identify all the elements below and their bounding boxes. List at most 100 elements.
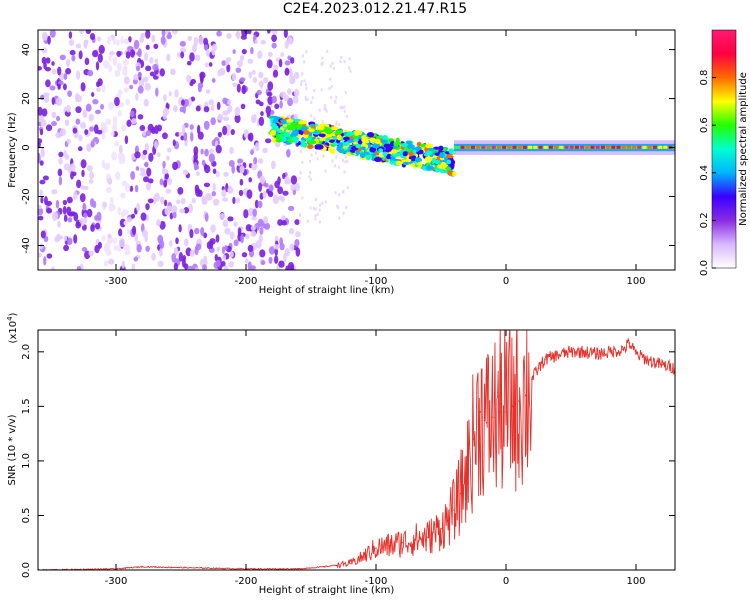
heatmap-cell <box>145 30 151 39</box>
heatmap-cell <box>117 207 121 216</box>
heatmap-cell <box>143 98 149 107</box>
heatmap-cell <box>263 77 269 84</box>
heatmap-cell <box>250 230 257 237</box>
heatmap-cell <box>481 145 486 149</box>
heatmap-cell <box>120 192 126 199</box>
heatmap-cell <box>234 114 241 124</box>
heatmap-cell <box>476 145 481 149</box>
heatmap-cell <box>212 182 216 192</box>
heatmap-cell <box>40 196 44 204</box>
heatmap-cell <box>65 58 71 67</box>
snr-data-point <box>297 568 299 570</box>
heatmap-cell <box>186 74 192 83</box>
heatmap-cell <box>85 103 92 112</box>
heatmap-cell <box>332 66 335 70</box>
heatmap-cell <box>227 186 234 194</box>
heatmap-cell <box>154 58 159 64</box>
heatmap-cell <box>262 190 267 199</box>
heatmap-cell <box>389 161 397 165</box>
heatmap-cell <box>342 211 345 215</box>
heatmap-cell <box>51 68 57 75</box>
heatmap-cell <box>195 105 201 112</box>
heatmap-cell <box>83 185 89 191</box>
heatmap-cell <box>62 205 67 215</box>
heatmap-cell <box>321 62 324 66</box>
snr-data-point <box>349 562 351 565</box>
heatmap-cell <box>180 197 186 205</box>
heatmap-cell <box>600 145 605 149</box>
heatmap-cell <box>257 50 263 59</box>
heatmap-cell <box>51 97 55 105</box>
heatmap-cell <box>139 125 146 132</box>
heatmap-cell <box>293 88 300 98</box>
heatmap-cell <box>287 205 295 212</box>
heatmap-cell <box>303 60 306 64</box>
heatmap-cell <box>378 154 384 158</box>
heatmap-cell <box>204 148 209 157</box>
snr-data-point <box>609 351 611 353</box>
heatmap-cell <box>301 160 304 164</box>
heatmap-cell <box>222 125 228 136</box>
heatmap-cell <box>294 183 301 192</box>
heatmap-cell <box>658 145 663 149</box>
heatmap-cell <box>210 117 216 126</box>
colorbar-tick-label: 0.6 <box>699 117 710 133</box>
heatmap-cell <box>40 119 47 127</box>
x-tick-label: -300 <box>105 276 128 287</box>
heatmap-cell <box>329 64 332 68</box>
heatmap-cell <box>67 217 73 223</box>
heatmap-cell <box>145 44 150 50</box>
heatmap-cell <box>88 113 94 122</box>
heatmap-cell <box>288 262 294 270</box>
heatmap-cell <box>179 208 186 214</box>
heatmap-cell <box>346 139 355 143</box>
heatmap-cell <box>97 241 102 249</box>
snr-data-point <box>661 364 663 366</box>
heatmap-cell <box>336 134 342 141</box>
heatmap-cell <box>96 87 101 93</box>
heatmap-cell <box>342 189 345 193</box>
heatmap-cell <box>205 62 209 68</box>
heatmap-cell <box>486 145 491 149</box>
heatmap-cell <box>162 169 169 174</box>
heatmap-cell <box>88 179 94 184</box>
heatmap-cell <box>107 233 112 239</box>
heatmap-cell <box>241 48 247 55</box>
heatmap-cell <box>414 157 422 163</box>
heatmap-cell <box>108 54 113 62</box>
heatmap-cell <box>136 202 140 212</box>
heatmap-cell <box>189 228 194 239</box>
heatmap-cell <box>262 147 268 154</box>
heatmap-cell <box>105 118 112 125</box>
heatmap-cell <box>439 152 445 159</box>
heatmap-cell <box>176 199 181 205</box>
heatmap-cell <box>244 258 249 264</box>
heatmap-cell <box>105 249 112 256</box>
heatmap-cell <box>326 49 329 53</box>
heatmap-cell <box>63 244 70 252</box>
heatmap-cell <box>73 190 78 201</box>
heatmap-cell <box>95 61 100 71</box>
heatmap-cell <box>195 171 200 176</box>
heatmap-cell <box>116 62 122 72</box>
heatmap-cell <box>247 207 254 217</box>
heatmap-cell <box>288 227 295 235</box>
heatmap-cell <box>320 88 323 92</box>
heatmap-cell <box>512 145 517 149</box>
heatmap-cell <box>38 252 42 258</box>
heatmap-cell <box>208 194 213 201</box>
heatmap-cell <box>329 77 332 81</box>
heatmap-cell <box>41 47 48 54</box>
heatmap-cell <box>236 30 240 40</box>
snr-data-point <box>511 405 514 408</box>
heatmap-cell <box>580 145 585 149</box>
heatmap-cell <box>119 218 127 228</box>
heatmap-cell <box>637 145 642 149</box>
heatmap-cell <box>595 145 600 149</box>
heatmap-cell <box>330 96 333 100</box>
heatmap-cell <box>190 132 194 142</box>
heatmap-cell <box>304 98 307 102</box>
snr-data-point <box>427 536 429 539</box>
heatmap-cell <box>416 146 422 151</box>
